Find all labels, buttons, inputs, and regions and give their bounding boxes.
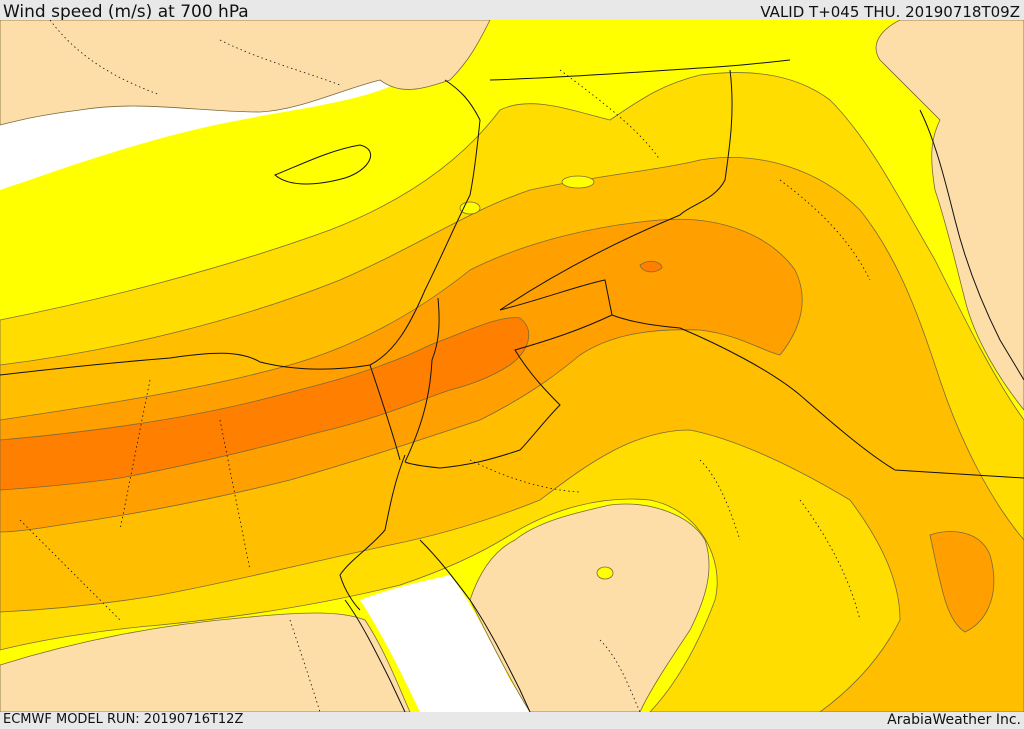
model-run: ECMWF MODEL RUN: 20190716T12Z — [3, 712, 244, 727]
province-borders — [19, 20, 871, 712]
footer-bar — [0, 712, 1024, 729]
band-highest-small — [639, 260, 663, 273]
band-highest — [0, 317, 529, 491]
band-lowest-turkey — [0, 20, 491, 126]
header-bar — [0, 0, 1024, 20]
band-higher-iraq — [929, 531, 995, 633]
band-low-patch-2 — [459, 201, 481, 215]
wind-speed-map — [0, 20, 1024, 712]
credit: ArabiaWeather Inc. — [887, 712, 1021, 728]
country-borders — [369, 59, 1024, 479]
band-lowest-saudi — [469, 503, 710, 712]
coastlines — [0, 79, 1024, 712]
band-low-patch-1 — [561, 175, 595, 189]
sea-red-sea — [360, 575, 530, 712]
band-lowest-sudan — [0, 612, 411, 712]
map-title: Wind speed (m/s) at 700 hPa — [3, 2, 249, 22]
valid-time: VALID T+045 THU. 20190718T09Z — [760, 3, 1020, 21]
band-low-patch-3 — [596, 566, 614, 580]
